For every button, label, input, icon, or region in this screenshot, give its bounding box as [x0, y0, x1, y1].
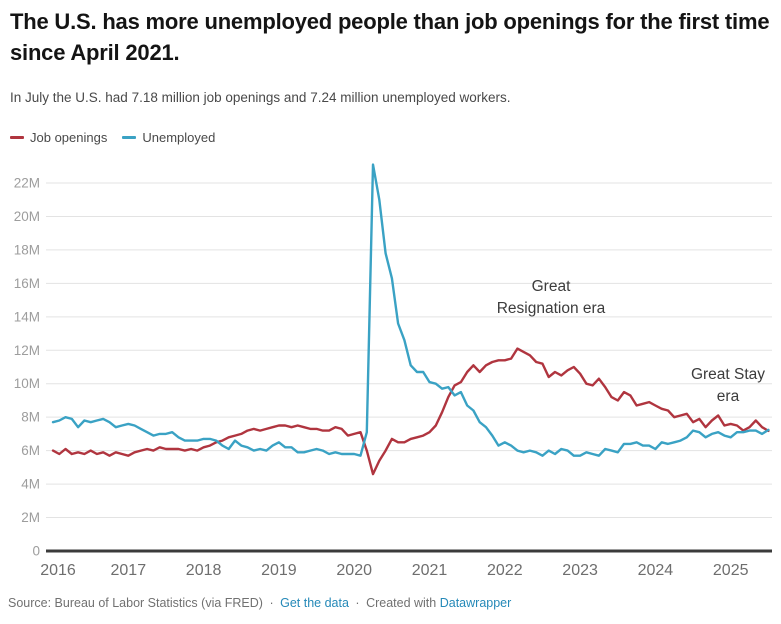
y-axis-label: 2M [21, 510, 40, 525]
y-axis-label: 14M [14, 309, 40, 324]
legend-label-unemployed: Unemployed [142, 130, 216, 145]
x-axis-label: 2021 [412, 562, 448, 579]
x-axis-label: 2016 [40, 562, 76, 579]
x-axis-label: 2022 [487, 562, 523, 579]
job-openings-line-swatch [10, 136, 24, 139]
x-axis-label: 2024 [638, 562, 674, 579]
legend-item-unemployed: Unemployed [122, 130, 215, 145]
y-axis-label: 0 [32, 544, 40, 559]
y-axis-label: 12M [14, 343, 40, 358]
x-axis-label: 2019 [261, 562, 297, 579]
unemployed-line-swatch [122, 136, 137, 139]
get-the-data-link[interactable]: Get the data [280, 596, 349, 610]
y-axis-label: 16M [14, 276, 40, 291]
y-axis-label: 18M [14, 242, 40, 257]
y-axis-label: 22M [14, 176, 40, 191]
legend-item-job-openings: Job openings [10, 130, 107, 145]
y-axis-label: 20M [14, 209, 40, 224]
separator-dot: · [355, 596, 360, 610]
created-with-text: Created with [366, 596, 437, 610]
y-axis-label: 6M [21, 443, 40, 458]
x-axis-label: 2017 [111, 562, 147, 579]
x-axis-label: 2025 [713, 562, 749, 579]
separator-dot: · [269, 596, 274, 610]
annotation-great-resignation-era: Great Resignation era [496, 278, 606, 317]
y-axis-label: 8M [21, 410, 40, 425]
chart-subtitle: In July the U.S. had 7.18 million job op… [10, 90, 511, 105]
chart-title: The U.S. has more unemployed people than… [10, 9, 770, 65]
x-axis-label: 2018 [186, 562, 222, 579]
annotation-great-stay-era: Great Stay era [690, 366, 766, 405]
y-axis-label: 4M [21, 477, 40, 492]
legend: Job openings Unemployed [10, 130, 215, 145]
legend-label-job-openings: Job openings [30, 130, 108, 145]
footer: Source: Bureau of Labor Statistics (via … [8, 596, 773, 610]
datawrapper-link[interactable]: Datawrapper [439, 596, 512, 610]
y-axis-label: 10M [14, 376, 40, 391]
x-axis-label: 2020 [336, 562, 372, 579]
source-text: Source: Bureau of Labor Statistics (via … [8, 596, 263, 610]
x-axis-label: 2023 [562, 562, 598, 579]
